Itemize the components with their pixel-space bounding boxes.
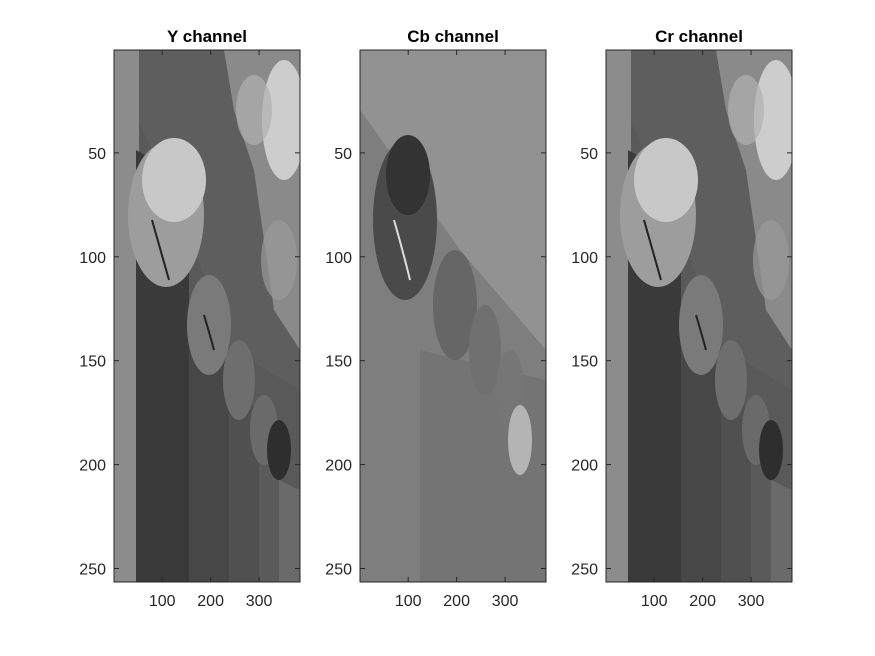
y-tick-label: 50 (334, 146, 352, 163)
y-tick-label: 150 (79, 354, 106, 371)
image-y-channel (114, 50, 300, 582)
y-tick-label: 50 (88, 146, 106, 163)
axes-frame (605, 49, 793, 583)
x-tick-label: 300 (492, 593, 519, 610)
axes-frame (359, 49, 547, 583)
y-tick-label: 50 (580, 146, 598, 163)
x-tick-label: 300 (246, 593, 273, 610)
image-cb-channel (360, 50, 546, 582)
y-tick-label: 200 (325, 458, 352, 475)
y-tick-label: 100 (325, 250, 352, 267)
y-tick-label: 100 (79, 250, 106, 267)
subplot-title: Y channel (167, 27, 247, 46)
x-tick-label: 100 (641, 593, 668, 610)
x-tick-label: 200 (197, 593, 224, 610)
subplot-cb-channel: Cb channel 100 200 300 50 100 150 200 250 (325, 27, 547, 610)
subplot-title: Cb channel (407, 27, 499, 46)
image-cr-channel (606, 50, 792, 582)
y-tick-label: 100 (571, 250, 598, 267)
y-tick-label: 150 (571, 354, 598, 371)
y-tick-label: 150 (325, 354, 352, 371)
x-tick-label: 200 (689, 593, 716, 610)
subplot-title: Cr channel (655, 27, 743, 46)
axes-frame (113, 49, 301, 583)
x-tick-label: 100 (149, 593, 176, 610)
subplot-y-channel: Y channel 100 200 300 50 100 150 200 250 (79, 27, 301, 610)
y-tick-label: 200 (79, 458, 106, 475)
y-tick-label: 200 (571, 458, 598, 475)
x-tick-label: 200 (443, 593, 470, 610)
x-tick-label: 300 (738, 593, 765, 610)
subplot-cr-channel: Cr channel 100 200 300 50 100 150 200 250 (571, 27, 793, 610)
x-tick-label: 100 (395, 593, 422, 610)
y-tick-label: 250 (79, 561, 106, 578)
y-tick-label: 250 (571, 561, 598, 578)
y-tick-label: 250 (325, 561, 352, 578)
